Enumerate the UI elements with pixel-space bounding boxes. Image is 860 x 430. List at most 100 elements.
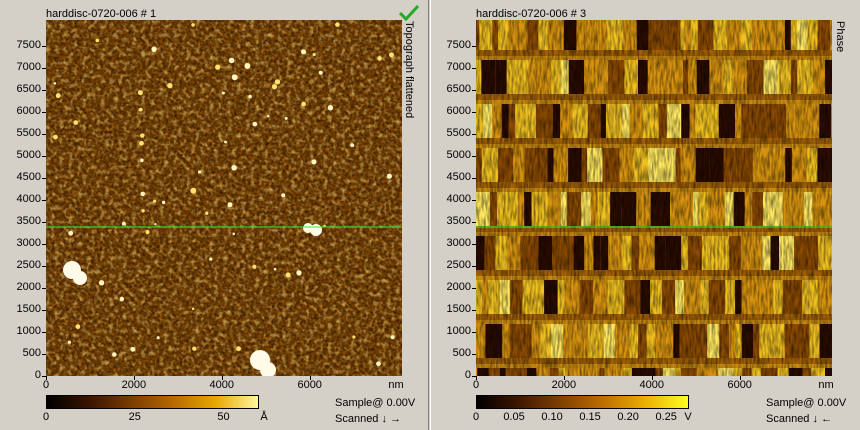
y-tick-mark (472, 266, 476, 268)
x-tick-mark (133, 376, 135, 380)
y-tick-label: 7500 (16, 39, 41, 52)
y-tick-label: 5500 (446, 127, 471, 140)
y-tick-mark (472, 112, 476, 114)
y-tick-label: 500 (452, 347, 471, 360)
y-tick-mark (42, 112, 46, 114)
channel-label: Phase (834, 21, 846, 53)
x-tick-label: 4000 (639, 379, 665, 391)
y-tick-label: 3500 (16, 215, 41, 228)
y-tick-label: 1500 (16, 303, 41, 316)
y-tick-mark (472, 332, 476, 334)
y-tick-mark (472, 200, 476, 202)
y-tick-label: 7000 (16, 61, 41, 74)
colorbar-tick-label: 0 (43, 411, 50, 423)
scan-direction: Scanned ↓ ← (766, 413, 833, 425)
x-tick-mark (563, 376, 565, 380)
y-tick-label: 6500 (446, 83, 471, 96)
colorbar-tick-label: 0.10 (541, 411, 563, 423)
y-tick-mark (472, 68, 476, 70)
x-tick-mark (221, 376, 223, 380)
x-tick-label: 6000 (297, 379, 322, 391)
y-tick-label: 1000 (446, 325, 471, 338)
y-tick-mark (472, 222, 476, 224)
y-tick-mark (472, 46, 476, 48)
colorbar (46, 395, 259, 409)
colorbar-tick-label: 50 (217, 411, 230, 423)
y-tick-label: 2000 (16, 281, 41, 294)
topography-panel: harddisc-0720-006 # 1 Topograph flatt (0, 0, 428, 430)
scan-direction: Scanned ↓ → (335, 413, 402, 425)
x-tick-label: 4000 (209, 379, 235, 391)
y-tick-label: 3500 (446, 215, 471, 228)
y-tick-mark (42, 178, 46, 180)
y-tick-mark (42, 46, 46, 48)
y-tick-mark (42, 134, 46, 136)
y-tick-mark (42, 332, 46, 334)
y-tick-mark (472, 288, 476, 290)
y-tick-mark (42, 244, 46, 246)
colorbar-unit: Å (260, 411, 268, 423)
sample-voltage: Sample@ 0.00V (335, 397, 416, 409)
colorbar-unit: V (684, 411, 692, 423)
y-tick-mark (42, 266, 46, 268)
y-tick-label: 5000 (16, 149, 41, 162)
y-tick-mark (42, 68, 46, 70)
y-tick-mark (42, 310, 46, 312)
y-tick-label: 3000 (16, 237, 41, 250)
y-tick-mark (42, 288, 46, 290)
y-tick-label: 3000 (446, 237, 471, 250)
y-tick-label: 6000 (446, 105, 471, 118)
panel-divider[interactable] (428, 0, 431, 430)
y-tick-label: 2500 (446, 259, 471, 272)
x-tick-mark (309, 376, 311, 380)
y-tick-mark (42, 90, 46, 92)
y-tick-label: 5500 (16, 127, 41, 140)
phase-image[interactable] (476, 20, 832, 376)
colorbar-tick-label: 0 (473, 411, 480, 423)
y-tick-mark (42, 156, 46, 158)
x-tick-label: 0 (42, 379, 50, 391)
panel-title: harddisc-0720-006 # 3 (476, 8, 587, 20)
y-tick-mark (472, 90, 476, 92)
colorbar-tick-label: 0.15 (579, 411, 601, 423)
y-tick-mark (472, 310, 476, 312)
y-tick-label: 5000 (446, 149, 471, 162)
sample-voltage: Sample@ 0.00V (766, 397, 847, 409)
x-tick-label: 0 (472, 379, 480, 391)
y-tick-label: 7000 (446, 61, 471, 74)
y-tick-mark (42, 376, 46, 377)
y-tick-label: 6000 (16, 105, 41, 118)
colorbar-tick-label: 0.20 (617, 411, 639, 423)
x-tick-mark (46, 376, 47, 380)
y-tick-label: 500 (22, 347, 41, 360)
x-tick-label: 6000 (727, 379, 752, 391)
x-tick-mark (476, 376, 477, 380)
y-tick-label: 0 (464, 369, 471, 381)
y-tick-label: 0 (34, 369, 41, 381)
colorbar-tick-label: 0.05 (503, 411, 525, 423)
y-tick-mark (472, 244, 476, 246)
y-tick-label: 4000 (16, 193, 41, 206)
y-tick-label: 4500 (446, 171, 471, 184)
y-tick-mark (42, 222, 46, 224)
topography-image[interactable] (46, 20, 402, 376)
y-tick-label: 1500 (446, 303, 471, 316)
y-tick-mark (472, 134, 476, 136)
y-tick-label: 7500 (446, 39, 471, 52)
y-tick-mark (472, 354, 476, 356)
colorbar-tick-label: 25 (128, 411, 141, 423)
x-unit: nm (818, 379, 834, 391)
phase-panel: harddisc-0720-006 # 3 Phase 7500 7000 6500… (431, 0, 859, 430)
check-icon[interactable] (398, 4, 420, 22)
x-tick-label: 2000 (121, 379, 147, 391)
x-tick-mark (739, 376, 741, 380)
panel-title: harddisc-0720-006 # 1 (46, 8, 157, 20)
x-tick-label: 2000 (551, 379, 577, 391)
y-tick-mark (42, 354, 46, 356)
x-tick-mark (651, 376, 653, 380)
x-unit: nm (388, 379, 404, 391)
y-tick-label: 4500 (16, 171, 41, 184)
y-tick-label: 1000 (16, 325, 41, 338)
y-tick-label: 4000 (446, 193, 471, 206)
y-tick-mark (472, 156, 476, 158)
